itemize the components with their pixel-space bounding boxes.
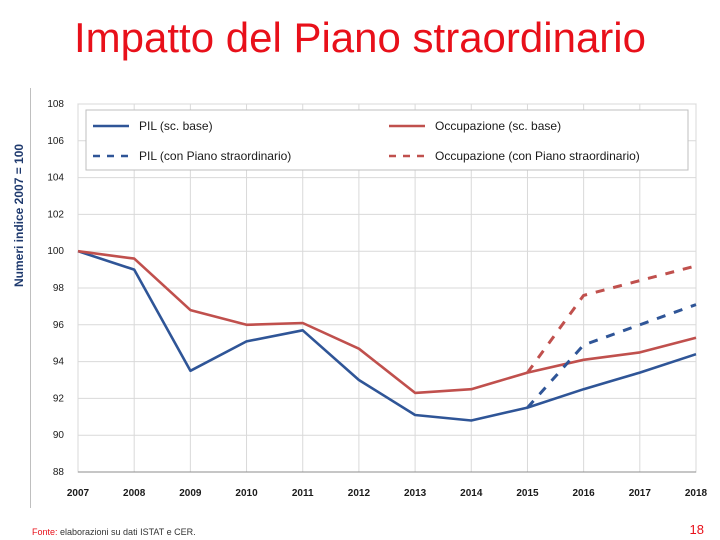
x-tick-label: 2011: [292, 488, 314, 499]
y-tick-label: 104: [47, 173, 64, 184]
y-tick-label: 92: [53, 393, 65, 404]
source-note: Fonte: elaborazioni su dati ISTAT e CER.: [32, 527, 196, 537]
x-tick-label: 2013: [404, 488, 427, 499]
y-tick-label: 98: [53, 283, 65, 294]
series-line: [77, 249, 697, 422]
series-line: [526, 303, 697, 409]
legend-label: PIL (sc. base): [139, 119, 213, 133]
slide-title: Impatto del Piano straordinario: [74, 14, 646, 61]
y-axis-title: Numeri indice 2007 = 100: [12, 143, 26, 287]
x-tick-label: 2017: [629, 488, 652, 499]
x-tick-label: 2008: [123, 488, 146, 499]
chart-frame: 88 90 92 94 96 98 100 102 104 106 108 2007 2008 2009 2…: [30, 88, 711, 508]
y-tick-label: 96: [53, 320, 65, 331]
legend-label: Occupazione (con Piano straordinario): [435, 149, 640, 163]
legend-label: Occupazione (sc. base): [435, 119, 561, 133]
x-tick-label: 2014: [460, 488, 483, 499]
x-tick-label: 2015: [516, 488, 539, 499]
series-line: [77, 249, 697, 395]
x-tick-label: 2010: [235, 488, 258, 499]
x-tick-label: 2016: [573, 488, 596, 499]
x-tick-label: 2018: [685, 488, 708, 499]
legend-label: PIL (con Piano straordinario): [139, 149, 291, 163]
x-tick-label: 2012: [348, 488, 371, 499]
y-tick-label: 90: [53, 430, 65, 441]
page-number: 18: [689, 522, 704, 537]
series-line: [526, 264, 697, 374]
line-chart: 88 90 92 94 96 98 100 102 104 106 108 2007 2008 2009 2…: [47, 99, 708, 499]
y-tick-label: 88: [53, 467, 65, 478]
legend-box: [85, 109, 689, 171]
source-label: Fonte:: [32, 527, 58, 537]
y-tick-label: 108: [47, 99, 64, 110]
y-tick-label: 106: [47, 136, 64, 147]
y-tick-label: 102: [47, 209, 64, 220]
source-text: elaborazioni su dati ISTAT e CER.: [57, 527, 196, 537]
x-tick-label: 2009: [179, 488, 202, 499]
x-tick-label: 2007: [67, 488, 90, 499]
y-tick-label: 94: [53, 357, 65, 368]
y-tick-label: 100: [47, 246, 64, 257]
